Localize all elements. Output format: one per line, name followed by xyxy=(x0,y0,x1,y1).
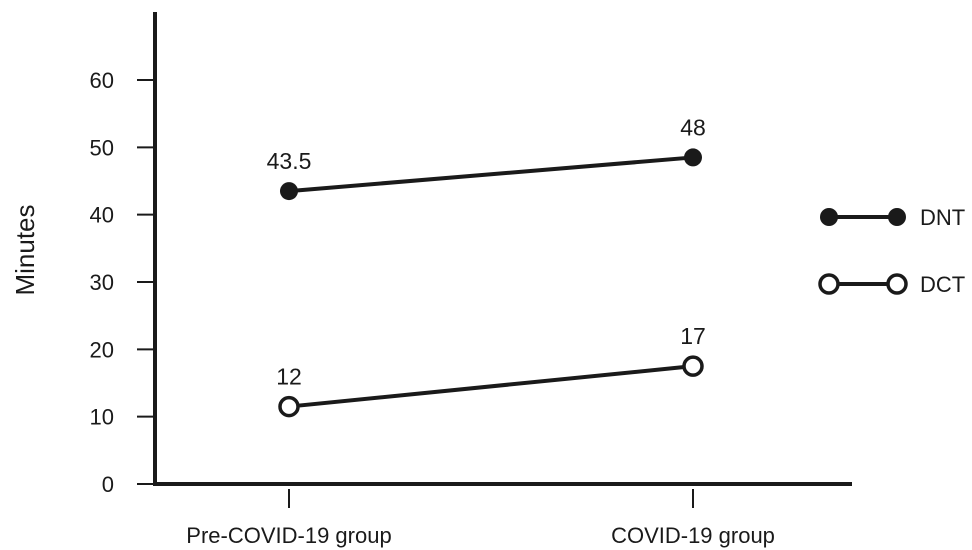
data-point xyxy=(278,395,300,418)
legend: DNT DCT xyxy=(818,205,965,297)
y-tick-label: 40 xyxy=(90,203,114,228)
legend-marker xyxy=(886,273,908,295)
legend-label: DNT xyxy=(920,205,965,230)
y-tick-label: 50 xyxy=(90,135,114,160)
series-line xyxy=(288,364,694,409)
series-dnt: 43.5 48 xyxy=(267,114,706,201)
data-label: 48 xyxy=(680,114,706,140)
legend-marker xyxy=(818,273,840,295)
y-tick-label: 30 xyxy=(90,270,114,295)
legend-item-dnt: DNT xyxy=(820,205,965,230)
data-point xyxy=(684,148,702,167)
data-label: 43.5 xyxy=(267,148,312,174)
series-layer: 43.5 48 12 17 xyxy=(267,114,706,418)
x-category-label: Pre-COVID-19 group xyxy=(186,523,391,548)
legend-marker xyxy=(820,208,838,226)
y-tick-label: 10 xyxy=(90,405,114,430)
y-axis-title: Minutes xyxy=(10,204,40,295)
y-tick-label: 0 xyxy=(102,472,114,497)
legend-marker xyxy=(888,208,906,226)
y-tick-label: 60 xyxy=(90,68,114,93)
data-label: 12 xyxy=(276,364,302,390)
data-point xyxy=(280,182,298,201)
series-line xyxy=(288,155,694,194)
x-axis: Pre-COVID-19 group COVID-19 group xyxy=(153,482,852,548)
y-tick-label: 20 xyxy=(90,337,114,362)
y-ticks: 0 10 20 30 40 50 60 xyxy=(90,68,155,497)
data-point xyxy=(682,355,704,377)
series-dct: 12 17 xyxy=(276,323,706,418)
y-axis: 0 10 20 30 40 50 60 xyxy=(90,12,157,497)
legend-item-dct: DCT xyxy=(818,272,965,297)
data-label: 17 xyxy=(680,323,706,349)
x-category-label: COVID-19 group xyxy=(611,523,775,548)
x-ticks: Pre-COVID-19 group COVID-19 group xyxy=(186,489,775,548)
legend-label: DCT xyxy=(920,272,965,297)
